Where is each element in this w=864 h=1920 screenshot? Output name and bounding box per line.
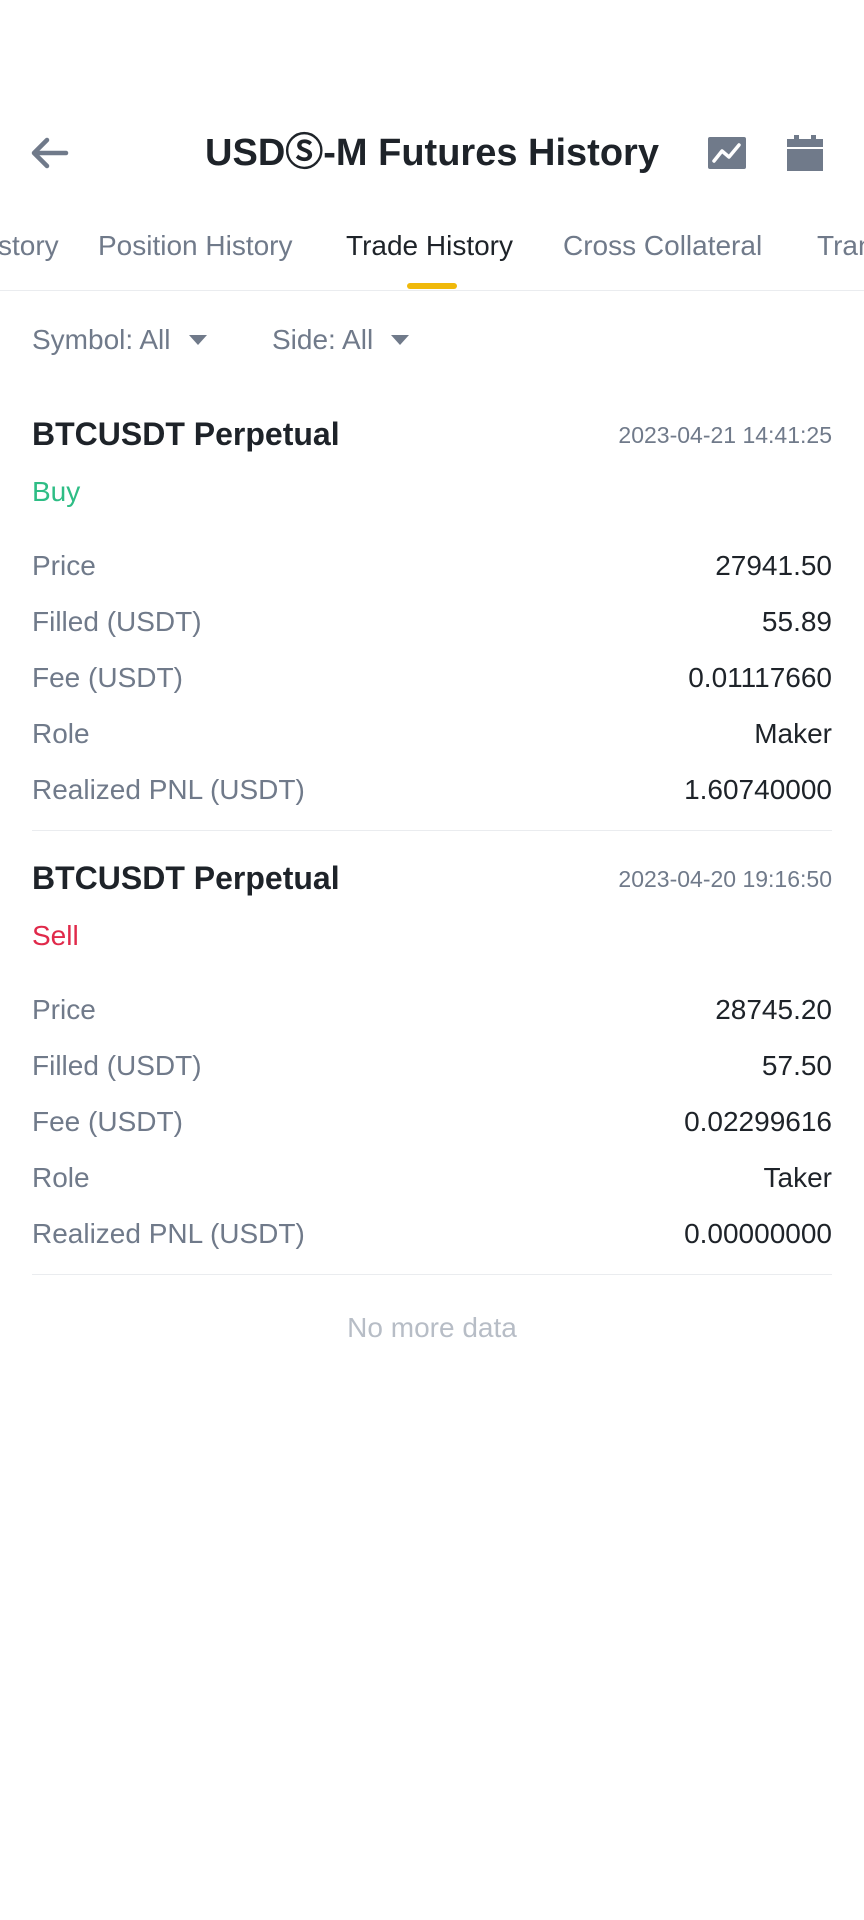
symbol-filter-label: Symbol: All [32,324,171,355]
row-value: 0.02299616 [684,1106,832,1137]
trade-symbol: BTCUSDT Perpetual [32,860,340,896]
row-label: Role [32,718,90,749]
trade-time: 2023-04-20 19:16:50 [618,866,832,892]
row-value: 1.60740000 [684,774,832,805]
trade-row-fee: Fee (USDT) 0.01117660 [32,658,832,698]
row-label: Fee (USDT) [32,1106,183,1137]
divider [32,830,832,831]
side-filter[interactable]: Side: All [272,322,410,358]
row-label: Fee (USDT) [32,662,183,693]
row-value: 55.89 [761,606,832,637]
tab-cross-collateral[interactable]: Cross Collateral [563,230,763,261]
row-value: 27941.50 [715,550,832,581]
row-label: Filled (USDT) [32,1050,202,1081]
row-label: Realized PNL (USDT) [32,1218,305,1249]
trade-row-filled: Filled (USDT) 57.50 [32,1046,832,1086]
trade-row-role: Role Taker [32,1158,832,1198]
page-title: USDⓈ-M Futures History [205,132,659,174]
trade-row-price: Price 28745.20 [32,990,832,1030]
no-more-data-text: No more data [347,1312,517,1343]
tab-order-history[interactable]: story [0,230,59,261]
trade-side: Sell [32,920,79,951]
row-label: Filled (USDT) [32,606,202,637]
row-label: Price [32,550,96,581]
trade-row-filled: Filled (USDT) 55.89 [32,602,832,642]
trade-row-realized-pnl: Realized PNL (USDT) 0.00000000 [32,1214,832,1254]
calendar-icon [787,135,823,171]
chart-button[interactable] [704,130,750,176]
row-label: Realized PNL (USDT) [32,774,305,805]
trade-side: Buy [32,476,81,507]
row-label: Role [32,1162,90,1193]
row-value: 28745.20 [715,994,832,1025]
tab-bar: story Position History Trade History Cro… [0,222,864,291]
tab-trade-history[interactable]: Trade History [346,230,514,261]
caret-down-icon [188,335,207,345]
trade-row-fee: Fee (USDT) 0.02299616 [32,1102,832,1142]
active-tab-indicator [407,283,457,289]
side-filter-label: Side: All [272,324,374,355]
caret-down-icon [391,335,410,345]
trade-row-role: Role Maker [32,714,832,754]
back-button[interactable] [26,130,72,176]
row-value: Maker [754,718,832,749]
divider [32,1274,832,1275]
tab-transaction-history[interactable]: Tran [817,230,864,261]
trade-row-realized-pnl: Realized PNL (USDT) 1.60740000 [32,770,832,810]
row-value: 0.01117660 [688,662,832,693]
arrow-left-icon [31,137,69,169]
calendar-button[interactable] [782,130,828,176]
header: USDⓈ-M Futures History [0,110,864,196]
row-value: 57.50 [761,1050,832,1081]
row-value: Taker [763,1162,832,1193]
chart-icon [708,137,746,169]
tab-position-history[interactable]: Position History [98,230,293,261]
row-value: 0.00000000 [684,1218,832,1249]
trade-time: 2023-04-21 14:41:25 [618,422,832,448]
row-label: Price [32,994,96,1025]
trade-row-price: Price 27941.50 [32,546,832,586]
trade-symbol: BTCUSDT Perpetual [32,416,340,452]
symbol-filter[interactable]: Symbol: All [32,322,207,358]
